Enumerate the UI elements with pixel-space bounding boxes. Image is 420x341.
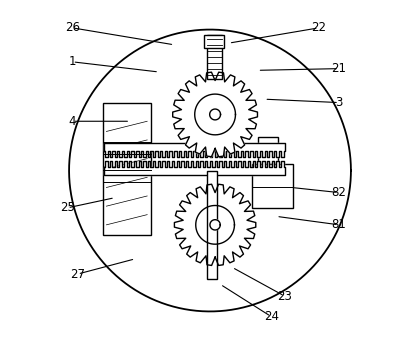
Bar	[207, 170, 217, 279]
Text: 1: 1	[69, 55, 76, 68]
Text: 26: 26	[65, 21, 80, 34]
Bar	[204, 35, 224, 47]
Polygon shape	[174, 184, 256, 265]
Bar	[207, 35, 222, 79]
Bar	[103, 103, 150, 235]
Text: 22: 22	[311, 21, 326, 34]
Polygon shape	[210, 220, 220, 230]
Polygon shape	[104, 143, 285, 157]
Polygon shape	[196, 206, 234, 244]
Text: 27: 27	[70, 268, 85, 281]
Polygon shape	[173, 72, 257, 157]
Bar	[252, 164, 293, 208]
Polygon shape	[104, 161, 285, 175]
Text: 23: 23	[277, 290, 292, 303]
Text: 25: 25	[60, 201, 75, 214]
Text: 4: 4	[69, 115, 76, 128]
Text: 81: 81	[332, 218, 346, 231]
Text: 82: 82	[332, 186, 346, 199]
Polygon shape	[210, 109, 221, 120]
Polygon shape	[195, 94, 236, 135]
Bar	[257, 136, 278, 164]
Text: 3: 3	[335, 96, 343, 109]
Text: 21: 21	[331, 62, 346, 75]
Text: 24: 24	[264, 310, 278, 323]
